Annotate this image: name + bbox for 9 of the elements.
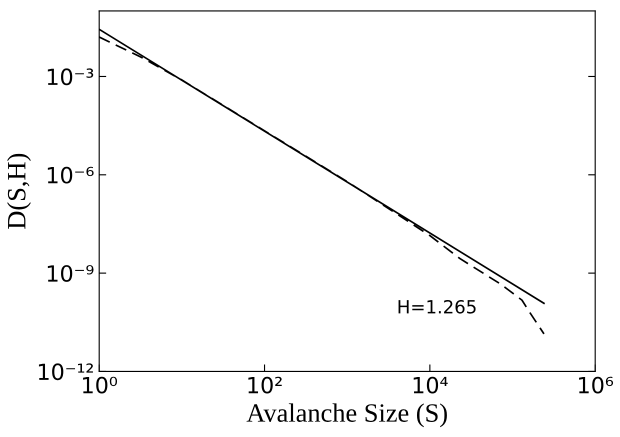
x-axis-title: Avalanche Size (S): [246, 403, 447, 428]
annotation: H=1.265: [398, 300, 476, 314]
x-tick-label: 10⁴: [414, 376, 448, 394]
y-tick-label: 10⁻⁹: [48, 265, 94, 282]
y-tick-label: 10⁻⁶: [48, 166, 94, 184]
y-axis-title: D(S,H): [7, 154, 31, 229]
x-tick-label: 10²: [248, 376, 282, 394]
y-tick-label: 10⁻³: [48, 68, 94, 86]
x-tick-label: 10⁶: [579, 376, 614, 394]
